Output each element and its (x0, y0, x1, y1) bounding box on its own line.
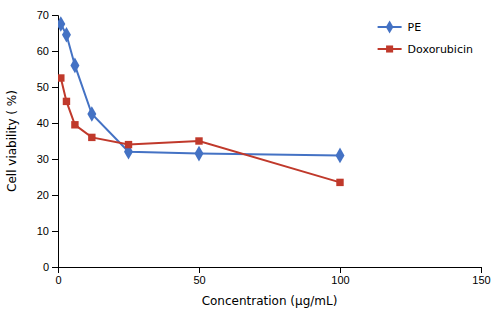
tick: 0 (43, 261, 58, 273)
tick: 40 (37, 117, 58, 129)
tick-label: 10 (37, 225, 49, 237)
tick-mark (340, 267, 341, 273)
tick-mark (52, 231, 58, 232)
tick-label: 40 (37, 117, 49, 129)
legend-marker (386, 20, 394, 33)
tick: 10 (37, 225, 58, 237)
marks (58, 16, 344, 186)
point (62, 27, 71, 43)
tick: 0 (55, 267, 61, 286)
legend-marker (386, 45, 393, 52)
tick-mark (52, 123, 58, 124)
y-axis-title: Cell viability ( %) (5, 90, 19, 192)
x-axis: 0 50 100 150 (55, 267, 490, 286)
tick-label: 0 (55, 274, 61, 286)
point (70, 58, 79, 74)
tick: 30 (37, 153, 58, 165)
tick: 60 (37, 45, 58, 57)
axis-line (52, 16, 59, 268)
point (195, 137, 202, 144)
tick-mark (481, 267, 482, 273)
plot: 0 50 100 150 0 10 20 30 40 50 60 70 PE Doxorubicin (37, 9, 491, 286)
tick-mark (52, 267, 58, 268)
tick: 150 (472, 267, 490, 286)
tick-mark (52, 15, 58, 16)
tick-label: 100 (331, 274, 349, 286)
point (63, 98, 70, 105)
tick-label: 20 (37, 189, 49, 201)
tick-label: 70 (37, 9, 49, 21)
tick-label: 50 (37, 81, 49, 93)
legend: PE Doxorubicin (378, 20, 473, 55)
x-axis-title: Concentration (μg/mL) (202, 294, 338, 308)
axis-line (59, 268, 482, 274)
series-line (61, 78, 340, 182)
point (58, 16, 65, 32)
tick-label: 60 (37, 45, 49, 57)
point (71, 121, 78, 128)
chart: 0 50 100 150 0 10 20 30 40 50 60 70 PE Doxorubicin Con… (0, 0, 501, 315)
tick-label: 150 (472, 274, 490, 286)
tick-label: 30 (37, 153, 49, 165)
tick: 50 (37, 81, 58, 93)
tick-mark (199, 267, 200, 273)
tick-label: 50 (193, 274, 205, 286)
legend-label: Doxorubicin (408, 43, 473, 56)
legend-label: PE (408, 21, 422, 34)
point (87, 106, 96, 122)
tick: 50 (193, 267, 205, 286)
series-line (61, 24, 340, 155)
point (336, 148, 345, 164)
tick: 100 (331, 267, 349, 286)
point (195, 146, 204, 162)
tick-mark (52, 87, 58, 88)
point (88, 134, 95, 141)
legend-item: PE (378, 20, 422, 33)
tick-mark (52, 159, 58, 160)
tick: 20 (37, 189, 58, 201)
tick-mark (52, 51, 58, 52)
point (125, 141, 132, 148)
point (58, 74, 65, 81)
y-axis: 0 10 20 30 40 50 60 70 (37, 9, 59, 273)
tick-mark (52, 195, 58, 196)
point (336, 179, 343, 186)
tick: 70 (37, 9, 58, 21)
legend-item: Doxorubicin (378, 43, 473, 56)
tick-label: 0 (43, 261, 49, 273)
